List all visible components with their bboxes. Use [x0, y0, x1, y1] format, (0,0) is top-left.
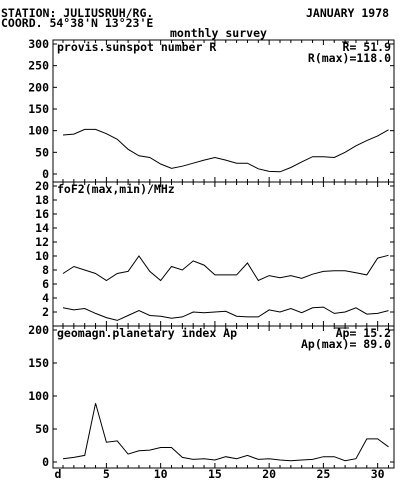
panel-3-ytick-label: 0: [42, 455, 49, 469]
panel-1-series-1-line: [62, 128, 389, 173]
panel-3-ytick-label: 50: [35, 422, 49, 436]
panel-3-ytick-label: 100: [28, 389, 49, 403]
panel-2-ytick-label: 4: [42, 291, 49, 305]
panel-1-ytick-label: 250: [28, 59, 49, 73]
panel-3-stat: Ap(max)= 89.0: [301, 337, 391, 351]
panel-1-ytick-label: 150: [28, 102, 49, 116]
panel-2-ytick-label: 16: [35, 207, 49, 221]
date-label: JANUARY 1978: [306, 6, 390, 20]
panel-2-title: foF2(max,min)/MHz: [57, 182, 175, 196]
panel-2-series-2-line: [62, 306, 389, 321]
panel-2-ytick-label: 6: [42, 277, 49, 291]
panel-1-ytick-label: 50: [35, 145, 49, 159]
station-label: STATION: JULIUSRUH/RG.: [1, 6, 154, 20]
panel-2-ytick-label: 18: [35, 193, 49, 207]
panel-3-series-1-line: [62, 403, 389, 462]
panel-1-title: provis.sunspot number R: [57, 40, 216, 54]
panel-2-frame: [52, 181, 395, 327]
panel-3-ytick-label: 150: [28, 356, 49, 370]
panel-2-ytick-label: 8: [42, 263, 49, 277]
x-axis-label: 5: [103, 467, 110, 480]
panel-1-stat: R= 51.9: [343, 40, 392, 54]
x-axis-label: d: [55, 467, 62, 480]
x-axis-label: 20: [262, 467, 276, 480]
panel-2-series-1-line: [62, 254, 389, 282]
panel-3-ytick-label: 200: [28, 323, 49, 337]
x-axis-label: 15: [208, 467, 222, 480]
x-axis-label: 10: [154, 467, 168, 480]
panel-1-ytick-label: 100: [28, 124, 49, 138]
panel-1-ytick-label: 200: [28, 80, 49, 94]
panel-2-ytick-label: 12: [35, 235, 49, 249]
x-axis-label: 25: [316, 467, 330, 480]
panel-3-stat: Ap= 15.2: [336, 326, 391, 340]
panel-3-title: geomagn.planetary index Ap: [57, 326, 237, 340]
survey-label: monthly survey: [170, 26, 267, 40]
panel-2-ytick-label: 2: [42, 305, 49, 319]
panel-1-stat: R(max)=118.0: [308, 51, 391, 65]
panel-3-frame: [52, 325, 395, 469]
panel-1-ytick-label: 0: [42, 167, 49, 181]
panel-1-ytick-label: 300: [28, 37, 49, 51]
coordinates-label: COORD. 54°38'N 13°23'E: [1, 16, 154, 30]
x-axis-label: 30: [371, 467, 385, 480]
panel-2-ytick-label: 20: [35, 179, 49, 193]
panel-2-ytick-label: 10: [35, 249, 49, 263]
panel-2-ytick-label: 14: [35, 221, 49, 235]
